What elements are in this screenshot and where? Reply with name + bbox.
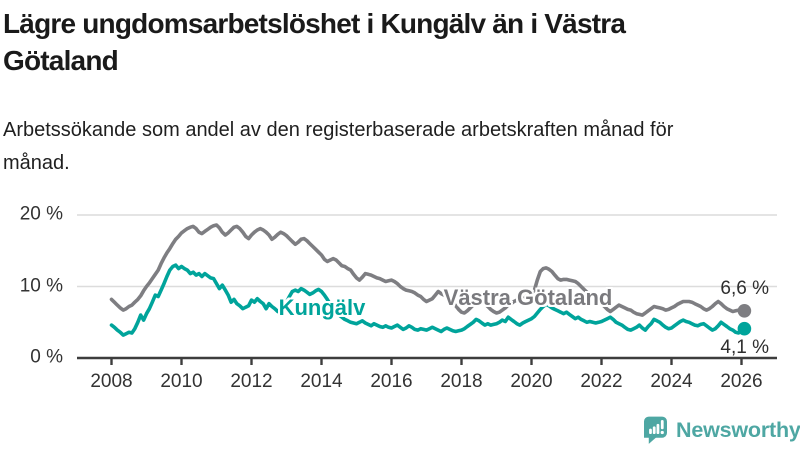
series-label-vastra-gotaland: Västra Götaland	[443, 285, 613, 310]
y-axis-tick-label: 0 %	[30, 346, 63, 368]
end-dot-kung-lv	[737, 321, 752, 336]
newsworthy-logo[interactable]: Newsworthy	[644, 416, 800, 445]
end-dot-v-stra-g-taland	[737, 304, 752, 318]
x-axis-tick-label: 2014	[300, 371, 343, 392]
end-value-vastra-gotaland: 6,6 %	[720, 278, 769, 299]
x-axis-tick-label: 2008	[90, 371, 133, 392]
x-axis-tick-label: 2026	[720, 371, 763, 392]
y-axis-tick-label: 20 %	[19, 203, 63, 225]
x-axis-tick-label: 2012	[230, 371, 273, 392]
newsworthy-logo-icon	[644, 416, 667, 444]
page-title: Lägre ungdomsarbetslöshet i Kungälv än i…	[3, 8, 626, 76]
line-v-stra-g-taland	[109, 223, 747, 317]
x-axis-tick-label: 2022	[580, 371, 623, 392]
chart-subtitle: Arbetssökande som andel av den registerb…	[3, 119, 674, 174]
x-axis-tick-label: 2024	[650, 371, 693, 392]
y-axis-tick-label: 10 %	[19, 275, 63, 297]
line-kung-lv	[109, 263, 747, 337]
series-label-kungalv: Kungälv	[278, 295, 366, 320]
x-axis-tick-label: 2016	[370, 371, 413, 392]
x-axis-tick-label: 2018	[440, 371, 483, 392]
x-axis-tick-label: 2020	[510, 371, 553, 392]
newsworthy-logo-text: Newsworthy	[676, 418, 800, 442]
end-value-kungalv: 4,1 %	[720, 337, 769, 358]
x-axis-tick-label: 2010	[160, 371, 203, 392]
